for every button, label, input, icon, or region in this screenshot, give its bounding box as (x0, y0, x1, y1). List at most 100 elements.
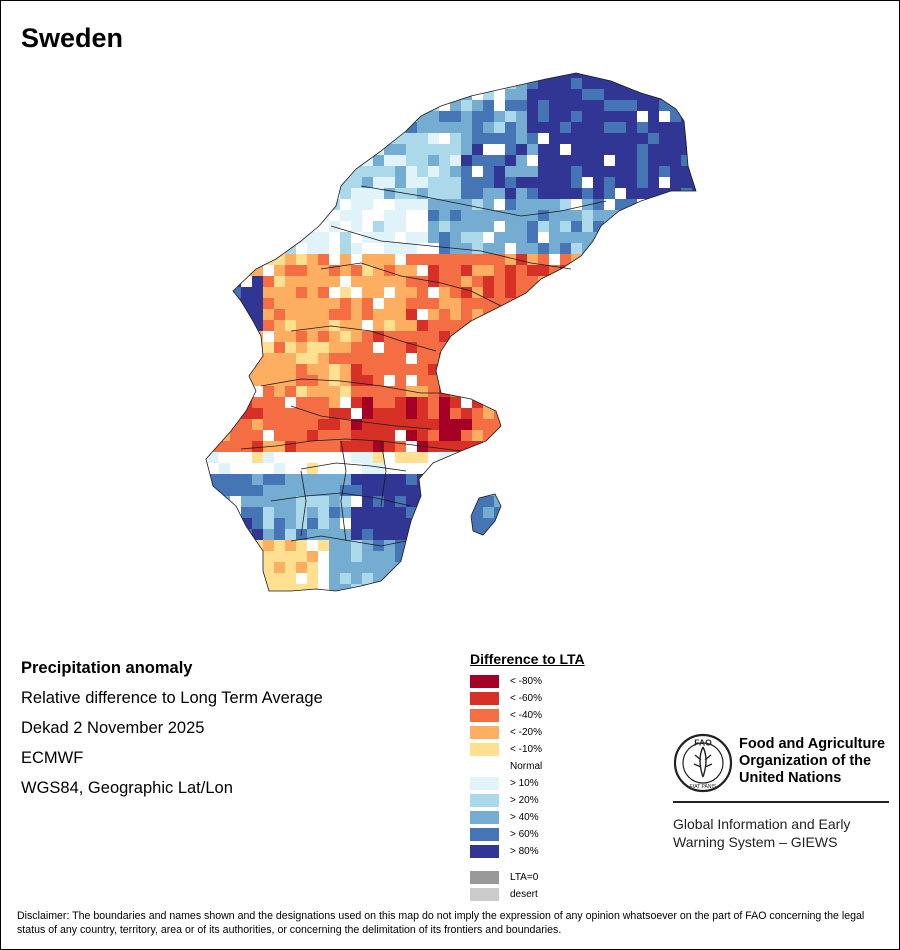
grid-cell (549, 188, 561, 200)
grid-cell (307, 298, 319, 310)
grid-cell (406, 155, 418, 167)
grid-cell (417, 89, 429, 101)
grid-cell (692, 89, 696, 101)
grid-cell (241, 573, 253, 585)
grid-cell (373, 452, 385, 464)
grid-cell (549, 144, 561, 156)
grid-cell (296, 375, 308, 387)
grid-cell (472, 78, 484, 90)
grid-cell (681, 320, 693, 332)
grid-cell (560, 298, 572, 310)
grid-cell (703, 529, 714, 540)
grid-cell (417, 452, 429, 464)
grid-cell (593, 353, 605, 365)
grid-cell (206, 353, 209, 365)
grid-cell (659, 419, 671, 431)
grid-cell (252, 133, 264, 145)
grid-cell (461, 342, 473, 354)
grid-cell (648, 243, 660, 255)
grid-cell (648, 386, 660, 398)
grid-cell (703, 353, 714, 364)
grid-cell (494, 441, 506, 453)
grid-cell (626, 298, 638, 310)
grid-cell (450, 595, 461, 606)
grid-cell (648, 353, 660, 365)
grid-cell (351, 166, 363, 178)
grid-cell (252, 166, 264, 178)
legend-class-swatch (470, 777, 499, 790)
grid-cell (208, 551, 220, 563)
grid-cell (340, 309, 352, 321)
grid-cell (604, 309, 616, 321)
grid-cell (384, 287, 396, 299)
grid-cell (197, 595, 208, 606)
grid-cell (252, 73, 264, 79)
grid-cell (516, 221, 528, 233)
grid-cell (593, 485, 605, 497)
grid-cell (329, 441, 341, 453)
info-projection: WGS84, Geographic Lat/Lon (21, 779, 233, 797)
grid-cell (692, 100, 696, 112)
grid-cell (593, 342, 605, 354)
grid-cell (494, 540, 506, 552)
grid-cell (659, 78, 671, 90)
grid-cell (362, 496, 374, 508)
grid-cell (571, 408, 583, 420)
grid-cell (285, 309, 297, 321)
grid-cell (648, 166, 660, 178)
grid-cell (604, 276, 616, 288)
grid-cell (340, 73, 352, 79)
grid-cell (263, 133, 275, 145)
grid-cell (241, 100, 253, 112)
grid-cell (461, 331, 473, 343)
grid-cell (450, 298, 462, 310)
grid-cell (494, 100, 506, 112)
grid-cell (604, 210, 616, 222)
grid-cell (703, 551, 714, 562)
grid-cell (494, 320, 506, 332)
grid-cell (252, 111, 264, 123)
grid-cell (406, 232, 418, 244)
grid-cell (428, 452, 440, 464)
grid-cell (593, 144, 605, 156)
grid-cell (505, 408, 517, 420)
grid-cell (637, 364, 649, 376)
grid-cell (527, 232, 539, 244)
grid-cell (461, 309, 473, 321)
grid-cell (263, 144, 275, 156)
grid-cell (318, 287, 330, 299)
grid-cell (604, 375, 616, 387)
grid-cell (206, 265, 209, 277)
grid-cell (439, 265, 451, 277)
grid-cell (373, 177, 385, 189)
grid-cell (483, 243, 495, 255)
grid-cell (329, 331, 341, 343)
grid-cell (681, 254, 693, 266)
grid-cell (615, 529, 627, 541)
grid-cell (549, 430, 561, 442)
grid-cell (417, 540, 429, 552)
grid-cell (417, 342, 429, 354)
grid-cell (241, 320, 253, 332)
grid-cell (692, 573, 696, 585)
grid-cell (527, 452, 539, 464)
grid-cell (538, 309, 550, 321)
grid-cell (406, 199, 418, 211)
grid-cell (318, 342, 330, 354)
grid-cell (362, 353, 374, 365)
grid-cell (582, 133, 594, 145)
grid-cell (362, 375, 374, 387)
grid-cell (219, 243, 231, 255)
grid-cell (252, 78, 264, 90)
grid-cell (626, 353, 638, 365)
grid-cell (307, 540, 319, 552)
grid-cell (340, 507, 352, 519)
grid-cell (582, 122, 594, 134)
grid-cell (571, 496, 583, 508)
grid-cell (626, 463, 638, 475)
grid-cell (296, 133, 308, 145)
grid-cell (516, 243, 528, 255)
grid-cell (637, 221, 649, 233)
grid-cell (384, 408, 396, 420)
grid-cell (274, 474, 286, 486)
